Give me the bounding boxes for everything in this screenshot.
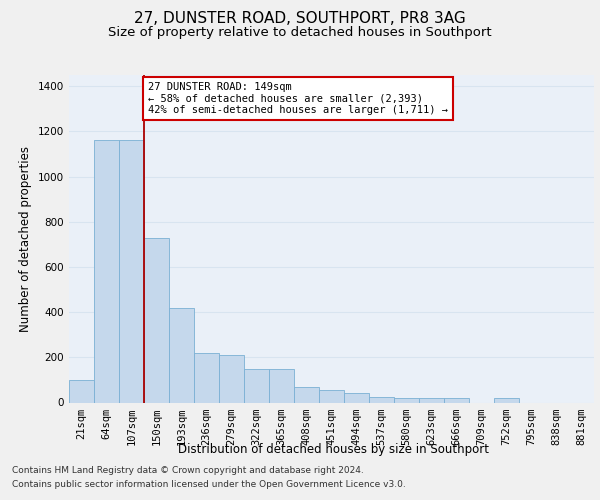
- Bar: [244, 368, 269, 402]
- Text: Size of property relative to detached houses in Southport: Size of property relative to detached ho…: [108, 26, 492, 39]
- Bar: [369, 397, 394, 402]
- Bar: [219, 355, 244, 403]
- Text: 27 DUNSTER ROAD: 149sqm
← 58% of detached houses are smaller (2,393)
42% of semi: 27 DUNSTER ROAD: 149sqm ← 58% of detache…: [148, 82, 448, 115]
- Bar: [94, 140, 119, 402]
- Bar: [394, 398, 419, 402]
- Y-axis label: Number of detached properties: Number of detached properties: [19, 146, 32, 332]
- Bar: [294, 386, 319, 402]
- Bar: [444, 398, 469, 402]
- Text: Distribution of detached houses by size in Southport: Distribution of detached houses by size …: [178, 442, 488, 456]
- Bar: [69, 380, 94, 402]
- Text: 27, DUNSTER ROAD, SOUTHPORT, PR8 3AG: 27, DUNSTER ROAD, SOUTHPORT, PR8 3AG: [134, 11, 466, 26]
- Bar: [494, 398, 519, 402]
- Text: Contains public sector information licensed under the Open Government Licence v3: Contains public sector information licen…: [12, 480, 406, 489]
- Bar: [344, 394, 369, 402]
- Bar: [319, 390, 344, 402]
- Text: Contains HM Land Registry data © Crown copyright and database right 2024.: Contains HM Land Registry data © Crown c…: [12, 466, 364, 475]
- Bar: [144, 238, 169, 402]
- Bar: [194, 353, 219, 403]
- Bar: [419, 398, 444, 402]
- Bar: [269, 368, 294, 402]
- Bar: [169, 308, 194, 402]
- Bar: [119, 140, 144, 402]
